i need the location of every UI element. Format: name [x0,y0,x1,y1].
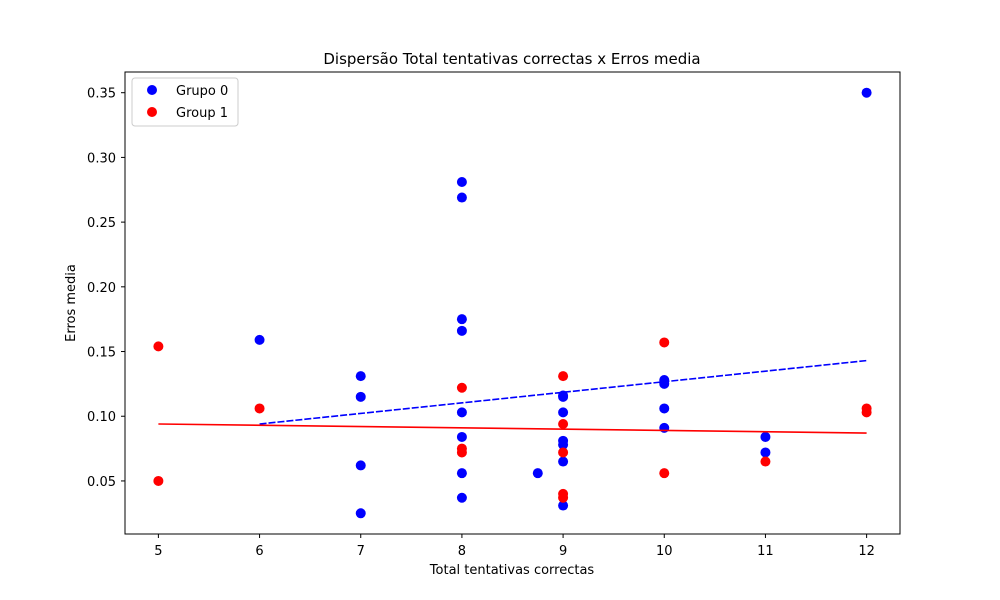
data-point-series-1-15 [861,407,872,418]
data-point-series-1-10 [558,492,569,503]
y-tick-label-5: 0.30 [87,151,116,166]
chart-title: Dispersão Total tentativas correctas x E… [323,50,700,68]
data-point-series-0-5 [456,177,467,187]
data-point-series-0-19 [558,456,569,467]
x-tick-label-1: 6 [255,544,263,559]
legend-frame [131,77,239,127]
y-axis-label: Erros media [64,264,79,342]
plot-frame [124,71,901,535]
data-point-series-1-11 [659,337,670,348]
data-point-series-1-3 [456,382,467,393]
trend-line-series-0 [259,359,867,425]
legend: Grupo 0 Group 1 [131,77,239,127]
x-axis-label: Total tentativas correctas [429,563,595,578]
data-point-series-0-12 [456,492,467,503]
data-point-series-0-8 [456,325,467,336]
data-point-series-1-7 [558,419,569,429]
x-tick-label-4: 9 [559,544,567,559]
legend-marker-grupo-0 [147,85,157,95]
data-point-series-0-10 [456,431,467,442]
x-tick-label-6: 11 [757,544,774,559]
data-point-series-0-27 [861,87,872,98]
data-point-series-0-0 [254,334,265,345]
data-point-series-0-11 [456,468,467,479]
data-point-series-1-1 [153,475,164,486]
y-tick-label-0: 0.05 [87,475,116,490]
data-point-series-0-18 [558,439,569,450]
data-point-series-0-16 [558,407,569,418]
data-point-series-0-13 [532,468,543,479]
data-point-series-0-25 [760,431,771,442]
x-tick-label-5: 10 [656,544,673,559]
data-point-series-0-1 [355,371,366,382]
data-point-series-0-15 [558,391,569,402]
x-tick-label-0: 5 [154,544,162,559]
data-point-series-0-20 [558,500,569,511]
data-point-series-1-8 [558,447,569,458]
data-point-series-0-26 [760,447,771,458]
data-point-series-0-2 [355,391,366,402]
plot-area [153,87,872,519]
data-point-series-1-6 [558,371,569,382]
data-point-series-1-12 [659,468,670,479]
y-tick-label-1: 0.10 [87,410,116,425]
data-point-series-0-9 [456,407,467,418]
y-tick-label-4: 0.25 [87,216,116,231]
data-point-series-0-6 [456,192,467,203]
legend-label-group-1: Group 1 [176,106,228,121]
data-point-series-0-4 [355,508,366,519]
x-tick-label-2: 7 [357,544,365,559]
x-tick-label-7: 12 [858,544,875,559]
x-tick-label-3: 8 [458,544,466,559]
data-point-series-0-7 [456,314,467,325]
data-point-series-0-3 [355,460,366,471]
data-point-series-0-22 [659,378,670,389]
data-point-series-1-2 [254,403,265,414]
y-tick-label-6: 0.35 [87,87,116,102]
y-tick-label-2: 0.15 [87,346,116,361]
legend-label-grupo-0: Grupo 0 [176,84,228,99]
data-point-series-1-13 [760,456,771,467]
trend-line-series-1 [158,423,867,434]
data-point-series-1-5 [456,447,467,458]
data-point-series-1-0 [153,341,164,352]
axis-ticks: 5 6 7 8 9 10 11 12 0.05 0.10 0.15 0.20 0.25 0.30 0.35 [87,87,875,559]
y-tick-label-3: 0.20 [87,281,116,296]
legend-marker-group-1 [147,107,157,117]
data-point-series-0-23 [659,403,670,414]
data-point-series-0-24 [659,422,670,433]
